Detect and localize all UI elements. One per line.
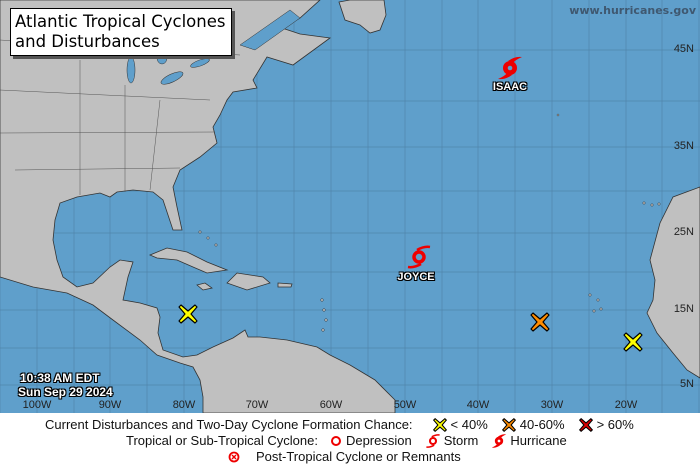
legend-high: > 60% (596, 417, 634, 432)
lon-label: 20W (614, 399, 638, 411)
lat-label: 25N (673, 226, 694, 238)
disturbance-marker[interactable] (530, 312, 550, 332)
africa (646, 186, 700, 379)
website-label[interactable]: www.hurricanes.gov (569, 4, 696, 17)
title-line-2: and Disturbances (15, 32, 160, 51)
disturbance-markers (178, 304, 643, 352)
newfoundland (338, 0, 387, 34)
timestamp-date: Sun Sep 29 2024 (18, 385, 113, 399)
state-borders (0, 39, 241, 195)
jamaica (196, 282, 213, 291)
post-tropical-icon (228, 451, 240, 462)
small-islands (198, 113, 661, 332)
lon-label: 40W (466, 399, 490, 411)
land (0, 0, 700, 413)
legend-depression: Depression (345, 433, 412, 448)
lat-label: 35N (673, 140, 694, 152)
disturbance-marker[interactable] (623, 332, 643, 352)
storm-icon[interactable] (407, 245, 431, 269)
storm-label-joyce[interactable]: JOYCE (397, 271, 435, 283)
map: Atlantic Tropical Cyclones and Disturban… (0, 0, 700, 413)
lon-label: 60W (319, 399, 343, 411)
hurricane-icon (492, 433, 507, 448)
lon-label: 50W (393, 399, 417, 411)
map-canvas (0, 0, 700, 413)
legend-post-tropical: Post-Tropical Cyclone or Remnants (256, 449, 461, 464)
hurricane-icon[interactable] (498, 56, 522, 80)
lon-label: 80W (172, 399, 196, 411)
cuba (148, 247, 229, 274)
lakes (126, 9, 301, 85)
lon-label: 70W (245, 399, 269, 411)
storm-icon (425, 433, 440, 448)
map-title: Atlantic Tropical Cyclones and Disturban… (10, 8, 232, 56)
legend-hurricane: Hurricane (510, 433, 567, 448)
title-line-1: Atlantic Tropical Cyclones (15, 12, 226, 31)
legend: Current Disturbances and Two-Day Cyclone… (0, 413, 700, 467)
legend-disturbance-label: Current Disturbances and Two-Day Cyclone… (45, 417, 413, 432)
legend-storm: Storm (443, 433, 479, 448)
disturbance-marker[interactable] (178, 304, 198, 324)
lon-label: 100W (22, 399, 52, 411)
x-low-icon (432, 417, 447, 432)
storm-label-isaac[interactable]: ISAAC (492, 81, 528, 93)
x-medium-icon (501, 417, 516, 432)
legend-cyclone-label: Tropical or Sub-Tropical Cyclone: (126, 433, 318, 448)
lat-label: 5N (679, 378, 694, 390)
lat-label: 15N (673, 303, 694, 315)
hispaniola (226, 272, 271, 291)
timestamp-time: 10:38 AM EDT (20, 371, 100, 385)
x-high-icon (578, 417, 593, 432)
lat-label: 45N (673, 43, 694, 55)
puerto-rico (277, 282, 293, 288)
depression-icon (330, 435, 341, 446)
legend-low: < 40% (450, 417, 488, 432)
lon-label: 90W (98, 399, 122, 411)
americas-landmass (0, 0, 396, 413)
legend-medium: 40-60% (519, 417, 565, 432)
lon-label: 30W (540, 399, 564, 411)
